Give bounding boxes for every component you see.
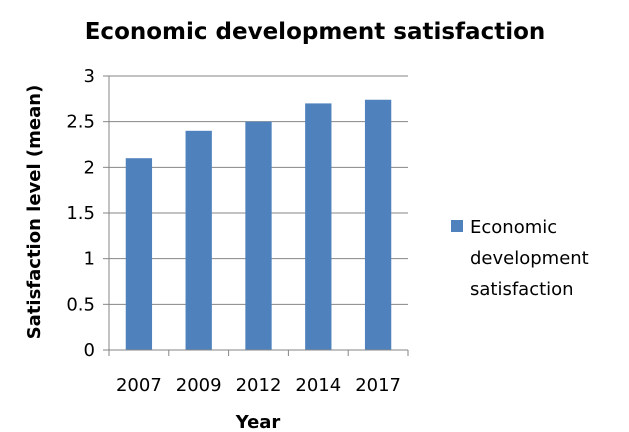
chart-title: Economic development satisfaction — [85, 19, 546, 45]
legend-swatch — [451, 220, 463, 232]
y-tick-label: 2 — [84, 157, 95, 178]
x-tick-label: 2009 — [176, 375, 222, 396]
x-tick-label: 2007 — [116, 375, 162, 396]
bar — [185, 130, 212, 350]
y-tick-label: 1 — [84, 249, 95, 270]
y-tick-label: 2.5 — [66, 112, 95, 133]
y-tick-label: 0 — [84, 340, 95, 361]
bar — [125, 158, 153, 350]
legend-label-line-1: Economic — [470, 217, 557, 238]
x-tick-label: 2014 — [295, 375, 341, 396]
y-axis-title: Satisfaction level (mean) — [24, 85, 45, 340]
bar — [245, 121, 272, 351]
x-axis-title: Year — [235, 412, 281, 432]
bar — [364, 99, 392, 350]
x-tick-labels: 2007 2009 2012 2014 2017 — [116, 375, 401, 396]
x-tick-label: 2012 — [236, 375, 282, 396]
bars — [125, 99, 392, 351]
y-tick-label: 1.5 — [66, 203, 95, 224]
legend-label-line-3: satisfaction — [470, 279, 574, 300]
legend-label: Economic development satisfaction — [470, 217, 594, 300]
legend-label-line-2: development — [470, 248, 589, 269]
y-tick-labels: 0 0.5 1 1.5 2 2.5 3 — [66, 66, 95, 361]
x-tick-label: 2017 — [355, 375, 401, 396]
bar — [305, 103, 332, 351]
y-tick-label: 0.5 — [66, 294, 95, 315]
axes — [103, 75, 409, 356]
y-tick-label: 3 — [84, 66, 95, 87]
legend: Economic development satisfaction — [451, 217, 594, 300]
